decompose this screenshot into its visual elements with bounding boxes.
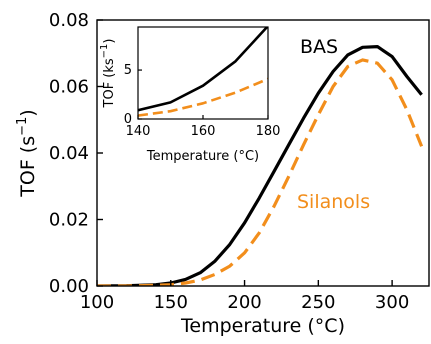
y-tick-label: 0 bbox=[124, 112, 132, 127]
x-axis-title: Temperature (°C) bbox=[146, 149, 259, 164]
y-tick-label: 0.02 bbox=[49, 210, 89, 231]
y-axis-title-text: TOF (s bbox=[17, 136, 39, 198]
y-axis-title-close: ) bbox=[17, 109, 39, 116]
y-axis-title: TOF (ks−1) bbox=[99, 39, 117, 109]
series-line-silanols bbox=[138, 77, 268, 117]
x-tick-label: 100 bbox=[80, 292, 114, 313]
y-tick-label: 0.08 bbox=[49, 10, 89, 31]
y-tick-label: 0.00 bbox=[49, 276, 89, 297]
series-label-bas: BAS bbox=[300, 36, 338, 58]
x-tick-label: 160 bbox=[191, 124, 216, 139]
x-tick-label: 250 bbox=[301, 292, 335, 313]
x-tick-label: 150 bbox=[154, 292, 188, 313]
y-axis-title-close: ) bbox=[102, 39, 117, 44]
y-axis-title: TOF (s−1) bbox=[15, 109, 39, 197]
y-axis-title-text: TOF (ks bbox=[102, 58, 117, 108]
y-tick-label: 0.04 bbox=[49, 143, 89, 164]
series-label-silanols: Silanols bbox=[297, 191, 370, 213]
series-line-silanols bbox=[97, 58, 424, 286]
y-tick-label: 5 bbox=[124, 63, 132, 78]
y-axis-title-exponent: −1 bbox=[99, 44, 110, 59]
main-plot: 100 150 200 250 300 0.00 0.02 0.04 0.06 0.08 Tempe… bbox=[15, 10, 430, 337]
x-tick-label: 300 bbox=[375, 292, 409, 313]
series-line-bas bbox=[97, 45, 423, 286]
inset-plot: 140 160 180 0 5 Temperature (°C) TOF (ks−1) bbox=[99, 26, 280, 164]
x-tick-label: 180 bbox=[256, 124, 281, 139]
y-tick-label: 0.06 bbox=[49, 77, 89, 98]
x-tick-label: 200 bbox=[227, 292, 261, 313]
x-axis-title: Temperature (°C) bbox=[180, 315, 345, 337]
y-axis-title-exponent: −1 bbox=[15, 117, 30, 136]
series-line-bas bbox=[138, 27, 268, 112]
x-tick-label: 140 bbox=[126, 124, 151, 139]
